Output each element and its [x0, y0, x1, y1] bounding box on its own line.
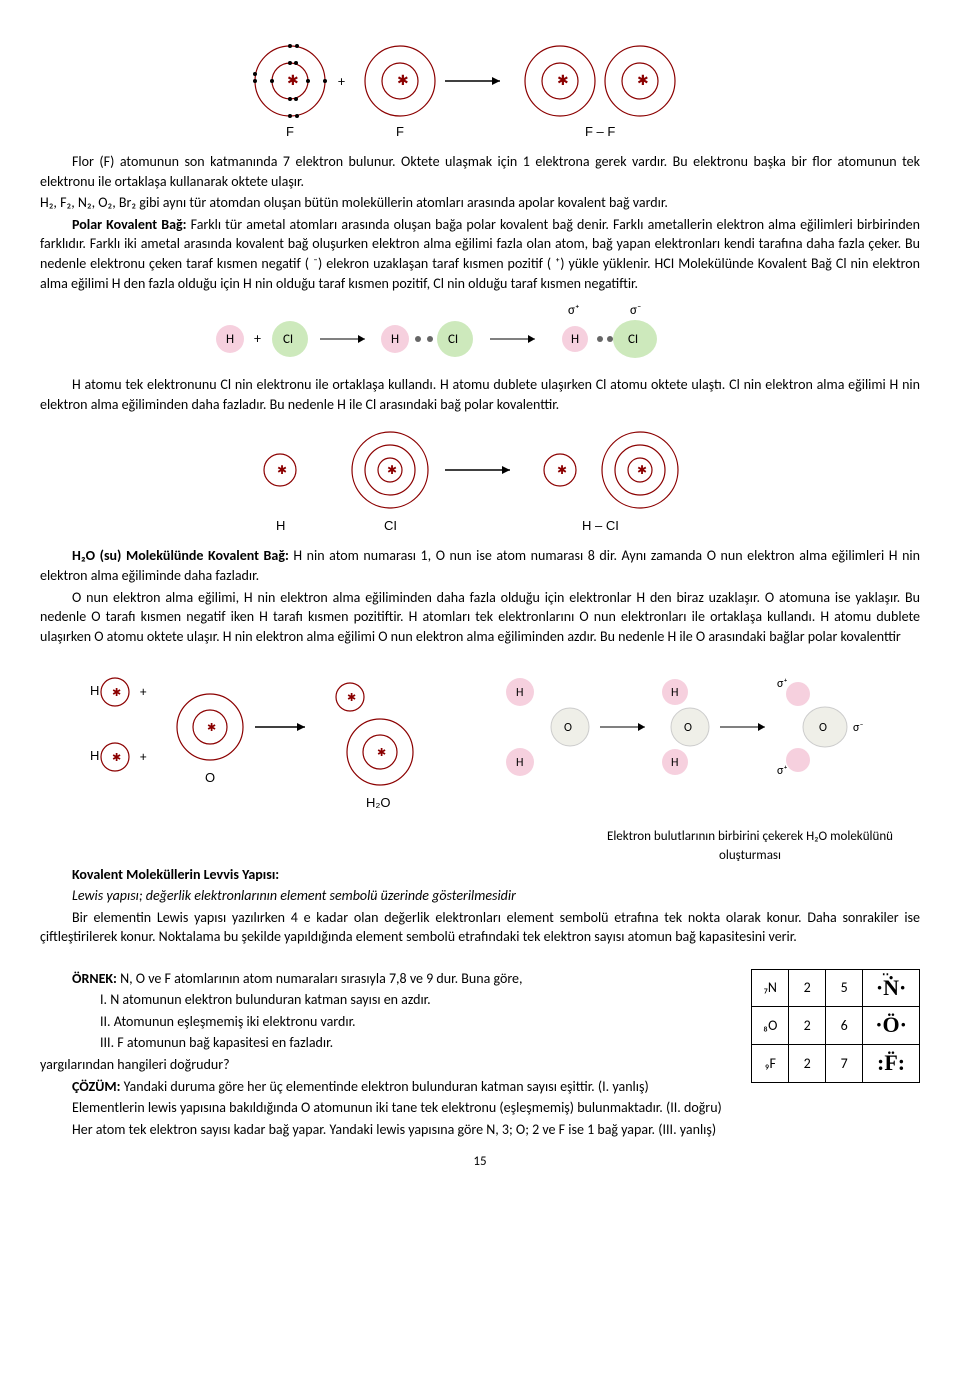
svg-text:H: H [90, 683, 99, 698]
svg-text:F – F: F – F [585, 124, 615, 139]
svg-text:✱: ✱ [557, 72, 569, 89]
svg-text:H – CI: H – CI [582, 518, 619, 533]
svg-text:CI: CI [384, 518, 397, 533]
para-polar: Polar Kovalent Bağ: Farklı tür ametal at… [40, 215, 920, 293]
fig-hcl-shells: ✱ ✱ ✱ ✱ H CI H – CI [40, 420, 920, 540]
svg-text:✱: ✱ [637, 72, 649, 89]
svg-text:✱: ✱ [397, 72, 409, 89]
ornek-t: N, O ve F atomlarının atom numaraları sı… [117, 970, 523, 987]
para-hcl-explain: H atomu tek elektronunu Cl nin elektronu… [40, 375, 920, 414]
cell-lewis: :F̈: [863, 1045, 920, 1083]
h2o-caption: Elektron bulutlarının birbirini çekerek … [580, 828, 920, 864]
svg-text:+: + [254, 330, 261, 347]
cell-a: 2 [789, 1007, 826, 1045]
cell-a: 2 [789, 1045, 826, 1083]
cell-b: 5 [826, 969, 863, 1007]
cell-lewis: ·Ö· [863, 1007, 920, 1045]
cell-sym: ₈O [752, 1007, 789, 1045]
svg-text:H: H [391, 332, 399, 347]
caption-row: Elektron bulutlarının birbirini çekerek … [40, 828, 920, 864]
svg-text:σ⁻: σ⁻ [853, 721, 864, 735]
svg-text:✱: ✱ [277, 464, 287, 478]
svg-text:H: H [276, 518, 285, 533]
svg-text:✱: ✱ [112, 751, 121, 764]
cell-a: 2 [789, 969, 826, 1007]
para-flor-1: Flor (F) atomunun son katmanında 7 elekt… [40, 152, 920, 191]
svg-text:✱: ✱ [347, 691, 356, 704]
table-row: ₉F 2 7 :F̈: [752, 1045, 920, 1083]
ornek-h: ÖRNEK: [72, 970, 117, 987]
cell-b: 6 [826, 1007, 863, 1045]
para-flor-2: H₂, F₂, N₂, O₂, Br₂ gibi aynı tür atomda… [40, 193, 920, 213]
svg-text:F: F [396, 124, 404, 139]
svg-text:O: O [819, 721, 827, 735]
lewis-heading: Kovalent Moleküllerin Levvis Yapısı: [40, 865, 920, 885]
svg-text:H: H [671, 686, 678, 700]
cozum-2: Elementlerin lewis yapısına bakıldığında… [40, 1098, 920, 1118]
svg-text:H: H [671, 756, 678, 770]
cell-lewis: ·Ṅ·‥ [863, 969, 920, 1007]
cozum-3: Her atom tek elektron sayısı kadar bağ y… [40, 1120, 920, 1140]
svg-text:σ⁺: σ⁺ [777, 677, 788, 691]
page-number: 15 [40, 1153, 920, 1171]
fig-hcl-clouds: H + CI H CI σ⁺ σ⁻ H CI [40, 299, 920, 369]
table-row: ₈O 2 6 ·Ö· [752, 1007, 920, 1045]
svg-text:H₂O: H₂O [366, 795, 391, 810]
svg-text:H: H [571, 332, 579, 347]
svg-text:✱: ✱ [637, 464, 647, 478]
svg-text:+: + [140, 750, 147, 765]
lewis-table: ₇N 2 5 ·Ṅ·‥ ₈O 2 6 ·Ö· ₉F 2 7 :F̈: [751, 969, 920, 1083]
fig-f-f-bond: ✱ ✱ ✱ ✱ + F F F – F [40, 36, 920, 146]
lewis-def: Lewis yapısı; değerlik elektronlarının e… [40, 886, 920, 906]
svg-text:✱: ✱ [112, 686, 121, 699]
svg-text:H: H [516, 756, 523, 770]
svg-text:✱: ✱ [207, 721, 216, 734]
cozum-t1: Yandaki duruma göre her üç elementinde e… [120, 1078, 648, 1095]
svg-text:✱: ✱ [557, 464, 567, 478]
svg-text:CI: CI [283, 332, 293, 347]
cozum-h: ÇÖZÜM: [72, 1078, 120, 1095]
svg-text:✱: ✱ [387, 464, 397, 478]
para-h2o-head: H₂O (su) Molekülünde Kovalent Bağ: H nin… [40, 546, 920, 585]
h2o-heading: H₂O (su) Molekülünde Kovalent Bağ: [72, 547, 289, 564]
svg-text:O: O [564, 721, 572, 735]
svg-text:CI: CI [628, 332, 638, 347]
svg-text:O: O [205, 770, 215, 785]
svg-text:O: O [684, 721, 692, 735]
svg-text:σ⁺: σ⁺ [568, 303, 580, 318]
polar-heading: Polar Kovalent Bağ: [72, 216, 187, 233]
cell-b: 7 [826, 1045, 863, 1083]
svg-text:H: H [90, 748, 99, 763]
lewis-body: Bir elementin Lewis yapısı yazılırken 4 … [40, 908, 920, 947]
fig-h2o: ✱✱ ✱✱✱ ++ H H O H₂O H O H O H H O σ⁺ σ⁺ … [40, 652, 920, 822]
cell-sym: ₉F [752, 1045, 789, 1083]
svg-text:✱: ✱ [377, 746, 386, 759]
svg-text:+: + [140, 685, 147, 700]
para-h2o-2: O nun elektron alma eğilimi, H nin elekt… [40, 588, 920, 647]
svg-text:F: F [286, 124, 294, 139]
svg-text:+: + [338, 73, 345, 90]
svg-text:H: H [516, 686, 523, 700]
svg-text:CI: CI [448, 332, 458, 347]
svg-text:H: H [226, 332, 234, 347]
table-row: ₇N 2 5 ·Ṅ·‥ [752, 969, 920, 1007]
svg-text:σ⁻: σ⁻ [630, 303, 642, 318]
cell-sym: ₇N [752, 969, 789, 1007]
svg-text:✱: ✱ [287, 72, 299, 89]
svg-text:σ⁺: σ⁺ [777, 764, 788, 778]
